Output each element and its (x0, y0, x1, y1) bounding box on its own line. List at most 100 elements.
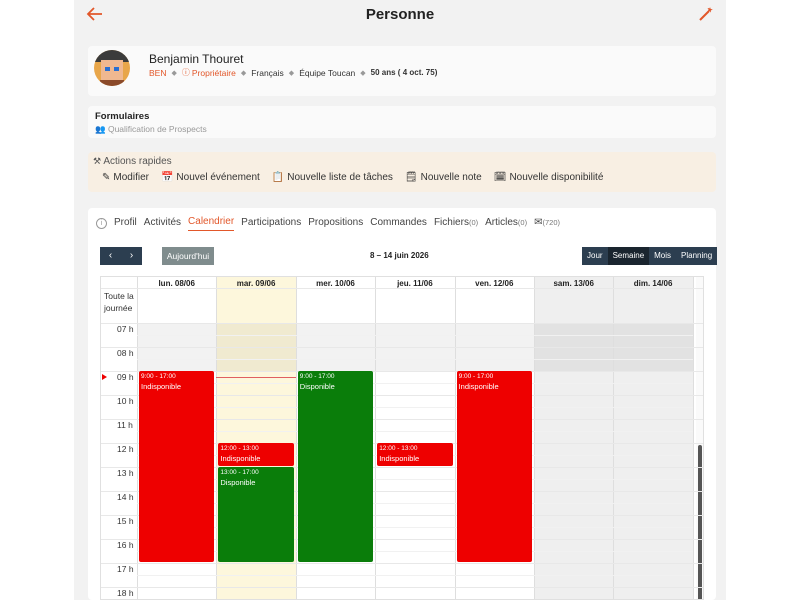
form-item[interactable]: 👥 Qualification de Prospects (95, 124, 207, 135)
day-header[interactable]: dim. 14/06 (633, 279, 673, 288)
half-hour-line (137, 575, 693, 576)
half-hour-line (137, 359, 693, 360)
half-hour-line (137, 335, 693, 336)
tab-bar: i Profil Activités Calendrier Participat… (96, 216, 560, 231)
calendar-event[interactable]: 9:00 - 17:00 Indisponible (456, 371, 532, 562)
hour-line (101, 371, 703, 372)
half-hour-line (137, 431, 693, 432)
column-divider (613, 277, 615, 599)
half-hour-line (137, 407, 693, 408)
tab-activites[interactable]: Activités (143, 216, 182, 228)
tab-commandes[interactable]: Commandes (370, 216, 427, 228)
person-name: Benjamin Thouret (149, 52, 244, 66)
hour-line (101, 395, 703, 396)
tab-calendrier[interactable]: Calendrier (188, 216, 235, 231)
hour-label: 17 h (117, 564, 134, 574)
event-label: Indisponible (379, 454, 420, 463)
hour-label: 16 h (117, 540, 134, 550)
day-column (375, 277, 455, 599)
avatar (94, 50, 130, 86)
view-week-button[interactable]: Semaine (607, 247, 650, 265)
back-arrow-icon[interactable] (86, 5, 106, 25)
today-button[interactable]: Aujourd'hui (162, 247, 214, 265)
info-icon[interactable]: i (96, 218, 107, 229)
new-note-button[interactable]: 🗒 Nouvelle note (404, 172, 482, 183)
tab-profil[interactable]: Profil (114, 216, 137, 228)
hour-line (101, 323, 703, 324)
hour-line (101, 539, 703, 540)
day-header[interactable]: sam. 13/06 (553, 279, 594, 288)
prev-week-button[interactable]: ‹ (100, 247, 121, 265)
event-time: 13:00 - 17:00 (220, 469, 259, 476)
separator-diamond-icon: ◆ (288, 69, 295, 77)
weekend-column (534, 277, 614, 599)
scrollbar[interactable] (696, 277, 703, 599)
half-hour-line (137, 551, 693, 552)
event-label: Disponible (299, 382, 335, 391)
row-divider (101, 288, 703, 289)
calendar-plus-icon: 📅 (160, 172, 174, 183)
note-icon: 🗒 (404, 172, 418, 183)
view-planning-button[interactable]: Planning (676, 247, 718, 265)
initials-badge: BEN (149, 67, 167, 78)
calendar-event[interactable]: 12:00 - 13:00 Indisponible (377, 443, 453, 466)
tab-propositions[interactable]: Propositions (308, 216, 364, 228)
day-header[interactable]: mer. 10/06 (316, 279, 355, 288)
current-time-line (216, 377, 296, 378)
calendar-event[interactable]: 12:00 - 13:00 Indisponible (218, 443, 294, 466)
forms-title: Formulaires (95, 111, 150, 122)
column-divider (454, 277, 456, 599)
new-task-list-button[interactable]: 📋 Nouvelle liste de tâches (271, 172, 393, 183)
people-icon: 👥 (95, 124, 106, 134)
date-range: 8 – 14 juin 2026 (370, 251, 429, 260)
age-label: 50 ans ( 4 oct. 75) (370, 68, 438, 77)
calendar-event[interactable]: 13:00 - 17:00 Disponible (218, 467, 294, 562)
calendar: ‹ › Aujourd'hui 8 – 14 juin 2026 Jour Se… (100, 242, 718, 600)
role-label: Propriétaire (191, 67, 236, 78)
day-header[interactable]: ven. 12/06 (475, 279, 514, 288)
calendar-event[interactable]: 9:00 - 17:00 Indisponible (139, 371, 215, 562)
form-item-label: Qualification de Prospects (107, 124, 207, 134)
top-bar: Personne (74, 0, 726, 34)
week-grid[interactable]: Toute la journée lun. 08/06 mar. 09/06 mer… (100, 276, 704, 600)
view-day-button[interactable]: Jour (582, 247, 608, 265)
day-header[interactable]: mar. 09/06 (236, 279, 276, 288)
separator-diamond-icon: ◆ (240, 69, 247, 77)
half-hour-line (137, 383, 693, 384)
hour-label: 18 h (117, 588, 134, 598)
hour-label: 13 h (117, 468, 134, 478)
day-header[interactable]: lun. 08/06 (158, 279, 195, 288)
envelope-icon: ✉ (534, 216, 543, 228)
weekend-column (613, 277, 693, 599)
calendar-check-icon: 🗓 (493, 172, 507, 183)
new-availability-button[interactable]: 🗓 Nouvelle disponibilité (493, 172, 604, 183)
magic-wand-icon[interactable] (698, 6, 716, 24)
hour-label: 09 h (117, 372, 134, 382)
tab-fichiers[interactable]: Fichiers(0) (433, 216, 479, 228)
tab-participations[interactable]: Participations (241, 216, 302, 228)
hour-label: 11 h (117, 420, 133, 430)
calendar-event[interactable]: 9:00 - 17:00 Disponible (297, 371, 374, 562)
hour-line (101, 347, 703, 348)
hour-label: 15 h (117, 516, 134, 526)
hour-label: 14 h (117, 492, 134, 502)
hour-label: 07 h (117, 324, 134, 334)
hour-line (101, 563, 703, 564)
event-time: 12:00 - 13:00 (220, 445, 259, 452)
view-month-button[interactable]: Mois (649, 247, 677, 265)
hour-label: 12 h (117, 444, 134, 454)
new-event-button[interactable]: 📅 Nouvel événement (160, 172, 260, 183)
event-label: Indisponible (141, 382, 182, 391)
quick-actions-row: ✎ Modifier 📅 Nouvel événement 📋 Nouvelle li… (102, 172, 603, 183)
day-header[interactable]: jeu. 11/06 (397, 279, 433, 288)
event-time: 9:00 - 17:00 (141, 373, 176, 380)
hour-line (101, 515, 703, 516)
pencil-icon: ✎ (102, 172, 111, 183)
wand-icon: ⚒ (93, 156, 102, 166)
next-week-button[interactable]: › (121, 247, 142, 265)
hour-line (101, 491, 703, 492)
tab-emails[interactable]: ✉(720) (534, 216, 560, 228)
edit-button[interactable]: ✎ Modifier (102, 172, 149, 183)
half-hour-line (137, 503, 693, 504)
tab-articles[interactable]: Articles(0) (485, 216, 528, 228)
